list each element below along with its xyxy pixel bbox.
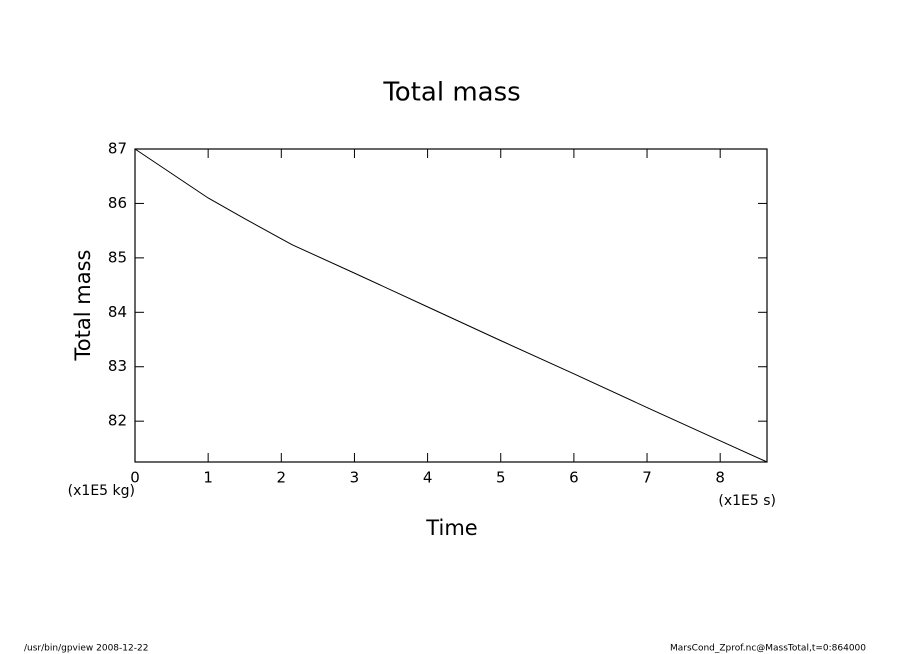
footer-left: /usr/bin/gpview 2008-12-22 (24, 644, 148, 654)
x-tick-label: 8 (715, 469, 725, 487)
x-tick-label: 0 (130, 469, 140, 487)
x-tick-label: 2 (277, 469, 287, 487)
x-tick-label: 7 (642, 469, 652, 487)
y-tick-label: 82 (108, 412, 127, 430)
y-tick-label: 85 (108, 248, 127, 266)
data-line (134, 148, 768, 463)
chart-title: Total mass (382, 78, 520, 108)
x-tick-label: 3 (350, 469, 360, 487)
x-tick-label: 4 (423, 469, 433, 487)
x-tick-label: 5 (496, 469, 506, 487)
y-tick-label: 86 (108, 194, 127, 212)
y-unit: (x1E5 kg) (68, 483, 135, 499)
footer-right: MarsCond_Zprof.nc@MassTotal,t=0:864000 (670, 644, 866, 654)
y-tick-label: 87 (108, 140, 127, 158)
x-tick-label: 6 (569, 469, 579, 487)
x-unit: (x1E5 s) (718, 493, 776, 509)
y-tick-label: 84 (108, 303, 127, 321)
plot-frame (134, 148, 768, 463)
x-tick-label: 1 (203, 469, 213, 487)
y-axis-label: Total mass (71, 250, 95, 362)
y-tick-label: 83 (108, 357, 127, 375)
x-axis-label: Time (425, 516, 477, 540)
